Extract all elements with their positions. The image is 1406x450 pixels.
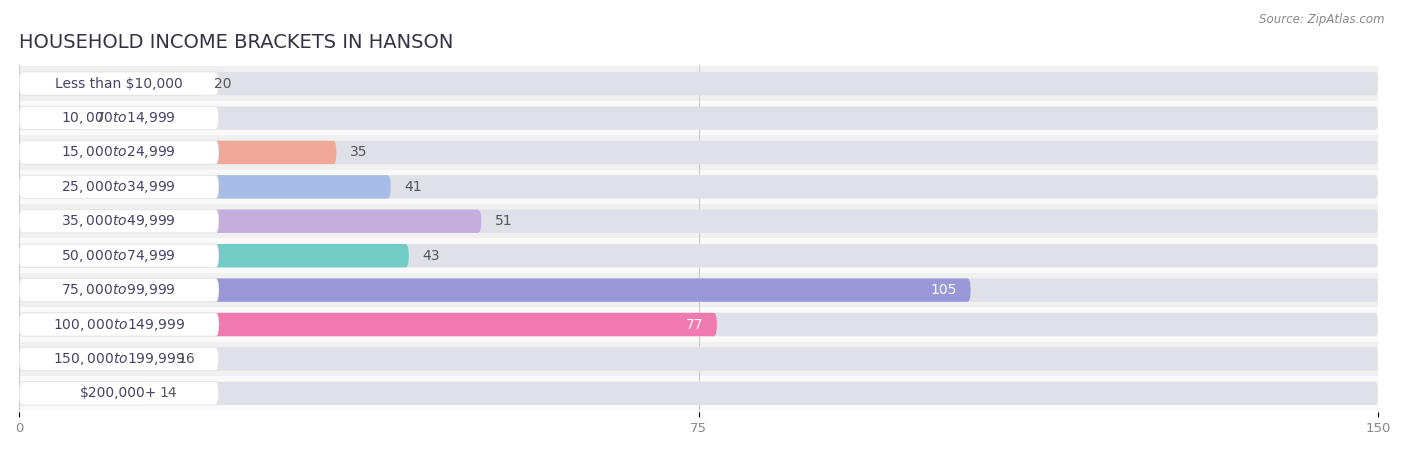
FancyBboxPatch shape	[20, 106, 1378, 130]
Text: $35,000 to $49,999: $35,000 to $49,999	[62, 213, 176, 229]
Text: $150,000 to $199,999: $150,000 to $199,999	[52, 351, 186, 367]
Text: $200,000+: $200,000+	[80, 387, 157, 400]
FancyBboxPatch shape	[20, 313, 717, 336]
FancyBboxPatch shape	[20, 106, 83, 130]
FancyBboxPatch shape	[20, 106, 218, 130]
Text: 14: 14	[160, 387, 177, 400]
Text: $10,000 to $14,999: $10,000 to $14,999	[62, 110, 176, 126]
FancyBboxPatch shape	[20, 279, 1378, 302]
FancyBboxPatch shape	[20, 244, 1378, 267]
FancyBboxPatch shape	[20, 382, 1378, 405]
FancyBboxPatch shape	[20, 347, 1378, 371]
FancyBboxPatch shape	[20, 376, 1378, 410]
FancyBboxPatch shape	[20, 101, 1378, 135]
FancyBboxPatch shape	[20, 141, 336, 164]
Text: $75,000 to $99,999: $75,000 to $99,999	[62, 282, 176, 298]
FancyBboxPatch shape	[20, 210, 481, 233]
FancyBboxPatch shape	[20, 141, 1378, 164]
FancyBboxPatch shape	[20, 244, 409, 267]
FancyBboxPatch shape	[20, 342, 1378, 376]
FancyBboxPatch shape	[20, 72, 1378, 95]
FancyBboxPatch shape	[20, 175, 218, 198]
FancyBboxPatch shape	[20, 170, 1378, 204]
FancyBboxPatch shape	[20, 72, 218, 95]
FancyBboxPatch shape	[20, 244, 218, 267]
FancyBboxPatch shape	[20, 382, 146, 405]
FancyBboxPatch shape	[20, 347, 165, 371]
FancyBboxPatch shape	[20, 67, 1378, 101]
Text: 16: 16	[177, 352, 195, 366]
Text: $100,000 to $149,999: $100,000 to $149,999	[52, 316, 186, 333]
Text: 77: 77	[686, 318, 703, 332]
FancyBboxPatch shape	[20, 279, 218, 302]
Text: $25,000 to $34,999: $25,000 to $34,999	[62, 179, 176, 195]
Text: Source: ZipAtlas.com: Source: ZipAtlas.com	[1260, 14, 1385, 27]
FancyBboxPatch shape	[20, 313, 1378, 336]
Text: Less than $10,000: Less than $10,000	[55, 76, 183, 90]
Text: $50,000 to $74,999: $50,000 to $74,999	[62, 248, 176, 264]
Text: 41: 41	[405, 180, 422, 194]
FancyBboxPatch shape	[20, 273, 1378, 307]
FancyBboxPatch shape	[20, 210, 218, 233]
Text: 20: 20	[214, 76, 232, 90]
FancyBboxPatch shape	[20, 382, 218, 405]
FancyBboxPatch shape	[20, 307, 1378, 342]
Text: 7: 7	[96, 111, 105, 125]
FancyBboxPatch shape	[20, 347, 218, 371]
FancyBboxPatch shape	[20, 72, 201, 95]
FancyBboxPatch shape	[20, 135, 1378, 170]
FancyBboxPatch shape	[20, 175, 391, 198]
FancyBboxPatch shape	[20, 204, 1378, 238]
FancyBboxPatch shape	[20, 210, 1378, 233]
Text: 105: 105	[931, 283, 957, 297]
FancyBboxPatch shape	[20, 175, 1378, 198]
FancyBboxPatch shape	[20, 313, 218, 336]
FancyBboxPatch shape	[20, 238, 1378, 273]
Text: 35: 35	[350, 145, 367, 159]
Text: 43: 43	[422, 249, 440, 263]
FancyBboxPatch shape	[20, 141, 218, 164]
Text: $15,000 to $24,999: $15,000 to $24,999	[62, 144, 176, 161]
FancyBboxPatch shape	[20, 279, 970, 302]
Text: 51: 51	[495, 214, 513, 228]
Text: HOUSEHOLD INCOME BRACKETS IN HANSON: HOUSEHOLD INCOME BRACKETS IN HANSON	[20, 33, 454, 52]
